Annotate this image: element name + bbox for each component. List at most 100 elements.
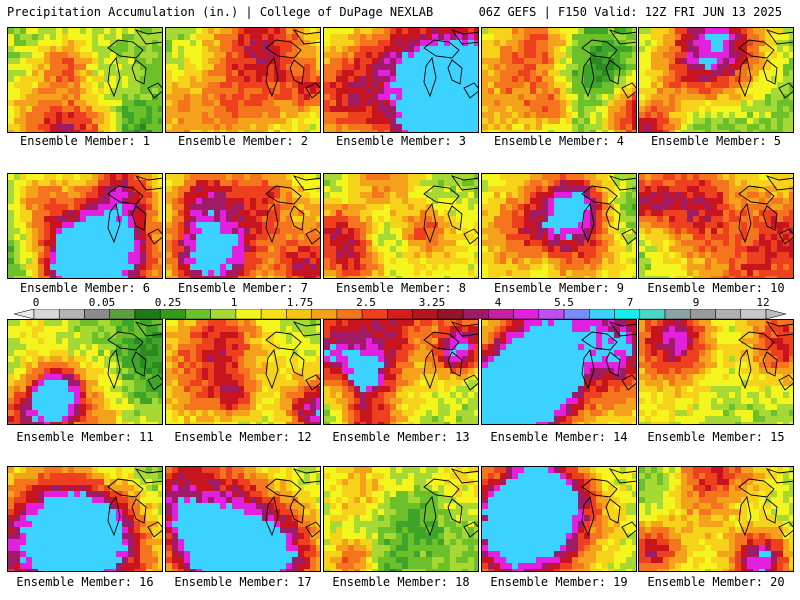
colorbar-segment xyxy=(740,309,767,319)
ensemble-member-label: Ensemble Member: 18 xyxy=(332,575,470,589)
ensemble-member-map xyxy=(165,173,321,279)
colorbar-segment xyxy=(690,309,716,319)
colorbar-segment xyxy=(437,309,464,319)
ensemble-member-map xyxy=(7,319,163,425)
colorbar-tick-label: 3.25 xyxy=(418,296,446,309)
precip-field xyxy=(166,320,320,424)
precip-field xyxy=(639,467,793,571)
precip-colorbar xyxy=(14,309,786,319)
colorbar-segment xyxy=(109,309,136,319)
ensemble-member-label: Ensemble Member: 19 xyxy=(490,575,628,589)
colorbar-tick-label: 4 xyxy=(494,296,502,309)
colorbar-tick-label: 1 xyxy=(230,296,238,309)
ensemble-member-map xyxy=(323,27,479,133)
colorbar-tick-label: 0 xyxy=(32,296,40,309)
precip-field xyxy=(482,467,636,571)
ensemble-member-map xyxy=(165,466,321,572)
colorbar-tick-label: 1.75 xyxy=(286,296,314,309)
ensemble-member-map xyxy=(165,27,321,133)
ensemble-member-map xyxy=(323,319,479,425)
ensemble-member-map xyxy=(7,27,163,133)
ensemble-member-label: Ensemble Member: 12 xyxy=(174,430,312,444)
ensemble-member-label: Ensemble Member: 15 xyxy=(647,430,785,444)
colorbar-segment xyxy=(513,309,540,319)
colorbar-segment xyxy=(563,309,590,319)
ensemble-member-map xyxy=(481,466,637,572)
ensemble-member-label: Ensemble Member: 11 xyxy=(16,430,154,444)
ensemble-member-label: Ensemble Member: 5 xyxy=(650,134,782,148)
colorbar-tick-label: 2.5 xyxy=(356,296,376,309)
colorbar-segment xyxy=(387,309,413,319)
colorbar-tick-label: 0.05 xyxy=(88,296,116,309)
colorbar-segment xyxy=(58,309,85,319)
colorbar-segment xyxy=(210,309,237,319)
colorbar-segment xyxy=(412,309,439,319)
ensemble-member-map xyxy=(323,466,479,572)
colorbar-segment xyxy=(589,309,615,319)
colorbar-segment xyxy=(185,309,211,319)
precip-field xyxy=(324,320,478,424)
colorbar-tick-label: 9 xyxy=(692,296,700,309)
colorbar-segment xyxy=(488,309,514,319)
ensemble-member-map xyxy=(481,319,637,425)
precip-field xyxy=(639,174,793,278)
ensemble-member-label: Ensemble Member: 14 xyxy=(490,430,628,444)
colorbar-tick-label: 7 xyxy=(626,296,634,309)
ensemble-member-label: Ensemble Member: 4 xyxy=(493,134,625,148)
precip-field xyxy=(324,28,478,132)
colorbar-segment xyxy=(538,309,565,319)
ensemble-member-label: Ensemble Member: 1 xyxy=(19,134,151,148)
precip-field xyxy=(8,467,162,571)
colorbar-segment xyxy=(134,309,161,319)
colorbar-right-arrow xyxy=(765,309,786,319)
ensemble-member-map xyxy=(7,173,163,279)
ensemble-member-label: Ensemble Member: 3 xyxy=(335,134,467,148)
colorbar-segment xyxy=(235,309,262,319)
precip-field xyxy=(166,174,320,278)
ensemble-member-map xyxy=(481,173,637,279)
ensemble-member-map xyxy=(323,173,479,279)
colorbar-segment xyxy=(260,309,287,319)
colorbar-segment xyxy=(311,309,338,319)
colorbar-tick-labels: 0 0.05 0.25 1 1.75 2.5 3.25 4 5.5 7 9 12 xyxy=(0,296,800,310)
ensemble-member-label: Ensemble Member: 16 xyxy=(16,575,154,589)
ensemble-member-label: Ensemble Member: 20 xyxy=(647,575,785,589)
colorbar-segment xyxy=(361,309,388,319)
run-info: 06Z GEFS | F150 Valid: 12Z FRI JUN 13 20… xyxy=(478,5,782,19)
ensemble-member-label: Ensemble Member: 10 xyxy=(647,281,785,295)
colorbar-segment xyxy=(462,309,489,319)
colorbar-left-arrow xyxy=(14,309,35,319)
ensemble-member-label: Ensemble Member: 13 xyxy=(332,430,470,444)
colorbar-segment xyxy=(639,309,666,319)
precip-field xyxy=(8,28,162,132)
ensemble-member-map xyxy=(638,466,794,572)
map-title: Precipitation Accumulation (in.) | Colle… xyxy=(7,5,434,19)
precip-field xyxy=(482,174,636,278)
precip-field xyxy=(639,28,793,132)
precip-field xyxy=(482,28,636,132)
ensemble-member-label: Ensemble Member: 8 xyxy=(335,281,467,295)
precip-field xyxy=(482,320,636,424)
precip-field xyxy=(166,467,320,571)
colorbar-segment xyxy=(286,309,312,319)
colorbar-segment xyxy=(336,309,363,319)
ensemble-member-map xyxy=(638,319,794,425)
ensemble-member-map xyxy=(165,319,321,425)
precip-field xyxy=(8,174,162,278)
ensemble-member-label: Ensemble Member: 17 xyxy=(174,575,312,589)
precip-field xyxy=(639,320,793,424)
colorbar-segment xyxy=(33,309,60,319)
ensemble-member-label: Ensemble Member: 9 xyxy=(493,281,625,295)
precip-field xyxy=(324,174,478,278)
precip-field xyxy=(166,28,320,132)
colorbar-segment xyxy=(664,309,691,319)
colorbar-segment xyxy=(84,309,110,319)
ensemble-member-map xyxy=(7,466,163,572)
precip-field xyxy=(8,320,162,424)
colorbar-segment xyxy=(159,309,186,319)
colorbar-segment xyxy=(614,309,641,319)
ensemble-member-label: Ensemble Member: 7 xyxy=(177,281,309,295)
ensemble-member-label: Ensemble Member: 6 xyxy=(19,281,151,295)
ensemble-member-map xyxy=(638,173,794,279)
colorbar-tick-label: 0.25 xyxy=(154,296,182,309)
